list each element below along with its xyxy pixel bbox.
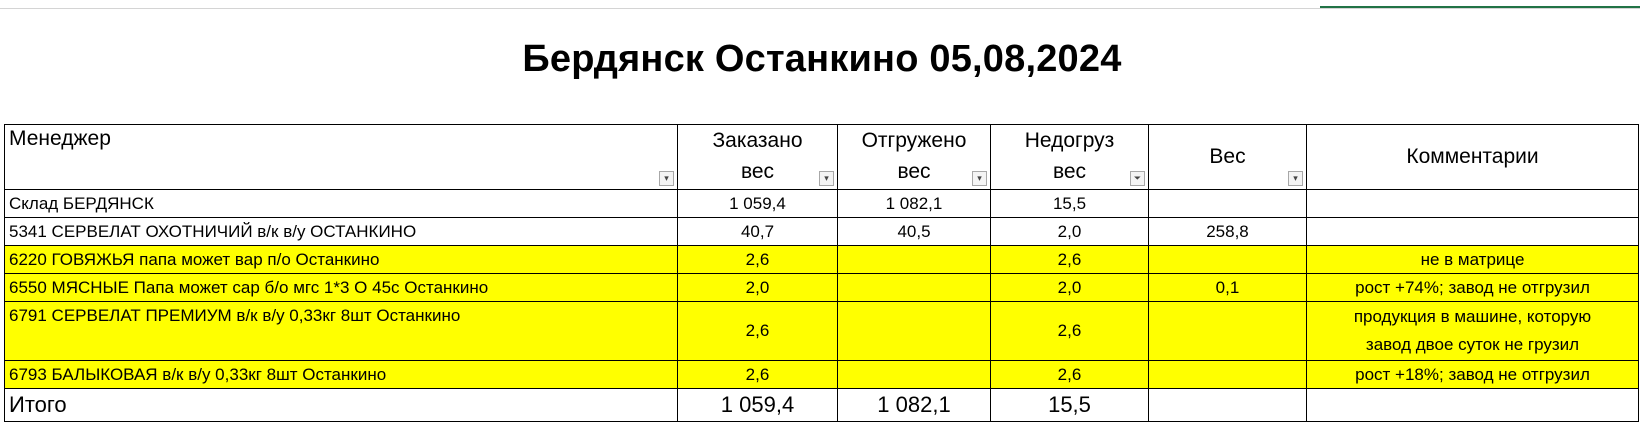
- report-table: Менеджер ▾ Заказано вес ▾ Отгружено вес ▾ Нед…: [4, 124, 1639, 422]
- header-comments[interactable]: Комментарии: [1306, 124, 1639, 190]
- cell-name[interactable]: 6220 ГОВЯЖЬЯ папа может вар п/о Останкин…: [4, 245, 678, 274]
- cell-comment[interactable]: продукция в машине, которую завод двое су…: [1306, 301, 1639, 361]
- column-header-strip: [0, 0, 1640, 9]
- cell-short[interactable]: 2,6: [990, 245, 1149, 274]
- cell-name[interactable]: 5341 СЕРВЕЛАТ ОХОТНИЧИЙ в/к в/у ОСТАНКИН…: [4, 217, 678, 246]
- cell-comment[interactable]: [1306, 189, 1639, 218]
- cell-ordered[interactable]: 40,7: [677, 217, 838, 246]
- cell-weight[interactable]: [1148, 360, 1307, 389]
- total-weight[interactable]: [1148, 388, 1307, 422]
- table-row: Склад БЕРДЯНСК 1 059,4 1 082,1 15,5: [4, 189, 1639, 218]
- table-row: 6220 ГОВЯЖЬЯ папа может вар п/о Останкин…: [4, 245, 1639, 274]
- cell-selection-indicator: [1320, 6, 1640, 8]
- cell-comment[interactable]: [1306, 217, 1639, 246]
- total-shipped[interactable]: 1 082,1: [837, 388, 991, 422]
- cell-weight[interactable]: [1148, 301, 1307, 361]
- cell-ordered[interactable]: 2,6: [677, 245, 838, 274]
- filter-active-icon[interactable]: ⏷: [1130, 171, 1145, 186]
- cell-ordered[interactable]: 2,0: [677, 273, 838, 302]
- total-short[interactable]: 15,5: [990, 388, 1149, 422]
- header-ordered[interactable]: Заказано вес ▾: [677, 124, 838, 190]
- cell-shipped[interactable]: [837, 273, 991, 302]
- header-manager[interactable]: Менеджер ▾: [4, 124, 678, 190]
- filter-dropdown-icon[interactable]: ▾: [659, 171, 674, 186]
- table-row: 6793 БАЛЫКОВАЯ в/к в/у 0,33кг 8шт Останк…: [4, 360, 1639, 389]
- cell-name[interactable]: 6791 СЕРВЕЛАТ ПРЕМИУМ в/к в/у 0,33кг 8шт…: [4, 301, 678, 361]
- cell-short[interactable]: 2,0: [990, 217, 1149, 246]
- cell-name[interactable]: 6793 БАЛЫКОВАЯ в/к в/у 0,33кг 8шт Останк…: [4, 360, 678, 389]
- table-row: 6550 МЯСНЫЕ Папа может сар б/о мгс 1*3 О…: [4, 273, 1639, 302]
- title-cell[interactable]: Бердянск Останкино 05,08,2024: [4, 8, 1640, 124]
- cell-ordered[interactable]: 2,6: [677, 360, 838, 389]
- cell-shipped[interactable]: 1 082,1: [837, 189, 991, 218]
- header-shipped[interactable]: Отгружено вес ▾: [837, 124, 991, 190]
- cell-comment[interactable]: рост +74%; завод не отгрузил: [1306, 273, 1639, 302]
- header-weight[interactable]: Вес ▾: [1148, 124, 1307, 190]
- filter-dropdown-icon[interactable]: ▾: [1288, 171, 1303, 186]
- cell-weight[interactable]: 258,8: [1148, 217, 1307, 246]
- header-row: Менеджер ▾ Заказано вес ▾ Отгружено вес ▾ Нед…: [4, 124, 1639, 190]
- total-row: Итого 1 059,4 1 082,1 15,5: [4, 388, 1639, 422]
- cell-name[interactable]: Склад БЕРДЯНСК: [4, 189, 678, 218]
- cell-comment[interactable]: не в матрице: [1306, 245, 1639, 274]
- cell-name[interactable]: 6550 МЯСНЫЕ Папа может сар б/о мгс 1*3 О…: [4, 273, 678, 302]
- cell-ordered[interactable]: 1 059,4: [677, 189, 838, 218]
- filter-dropdown-icon[interactable]: ▾: [972, 171, 987, 186]
- total-ordered[interactable]: 1 059,4: [677, 388, 838, 422]
- cell-ordered[interactable]: 2,6: [677, 301, 838, 361]
- cell-weight[interactable]: 0,1: [1148, 273, 1307, 302]
- report-title: Бердянск Останкино 05,08,2024: [522, 38, 1122, 80]
- cell-weight[interactable]: [1148, 189, 1307, 218]
- cell-shipped[interactable]: [837, 360, 991, 389]
- total-comment[interactable]: [1306, 388, 1639, 422]
- cell-short[interactable]: 15,5: [990, 189, 1149, 218]
- cell-shipped[interactable]: 40,5: [837, 217, 991, 246]
- cell-short[interactable]: 2,6: [990, 301, 1149, 361]
- filter-dropdown-icon[interactable]: ▾: [819, 171, 834, 186]
- cell-short[interactable]: 2,0: [990, 273, 1149, 302]
- cell-shipped[interactable]: [837, 245, 991, 274]
- cell-shipped[interactable]: [837, 301, 991, 361]
- cell-comment[interactable]: рост +18%; завод не отгрузил: [1306, 360, 1639, 389]
- table-row: 6791 СЕРВЕЛАТ ПРЕМИУМ в/к в/у 0,33кг 8шт…: [4, 301, 1639, 361]
- cell-weight[interactable]: [1148, 245, 1307, 274]
- table-row: 5341 СЕРВЕЛАТ ОХОТНИЧИЙ в/к в/у ОСТАНКИН…: [4, 217, 1639, 246]
- total-label[interactable]: Итого: [4, 388, 678, 422]
- header-short[interactable]: Недогруз вес ⏷: [990, 124, 1149, 190]
- cell-short[interactable]: 2,6: [990, 360, 1149, 389]
